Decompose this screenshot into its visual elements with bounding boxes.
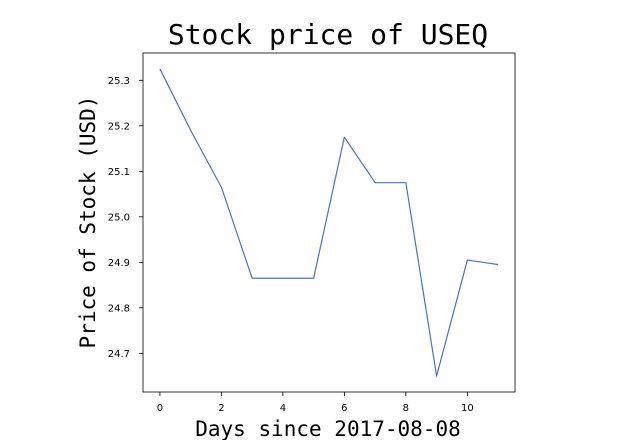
x-tick-label: 2 [218, 403, 224, 414]
plot-area: 0 2 4 6 8 10 24.7 24.8 24.9 25.0 25.1 25.2 25.3 [108, 53, 515, 414]
x-tick-label: 6 [341, 403, 347, 414]
y-tick-label: 24.8 [108, 303, 130, 314]
x-tick-label: 8 [403, 403, 409, 414]
y-tick-label: 25.2 [108, 121, 130, 132]
x-tick-label: 0 [157, 403, 163, 414]
x-tick-label: 4 [280, 403, 286, 414]
x-tick-label: 10 [461, 403, 474, 414]
series-line [160, 69, 498, 376]
y-tick-label: 24.7 [108, 349, 130, 360]
x-axis-label: Days since 2017-08-08 [195, 417, 461, 440]
y-tick-label: 25.0 [108, 212, 130, 223]
plot-frame [143, 53, 515, 392]
y-tick-label: 24.9 [108, 258, 130, 269]
chart-title: Stock price of USEQ [168, 18, 488, 51]
y-tick-label: 25.3 [108, 76, 130, 87]
y-axis-label: Price of Stock (USD) [76, 96, 100, 349]
y-tick-label: 25.1 [108, 167, 130, 178]
